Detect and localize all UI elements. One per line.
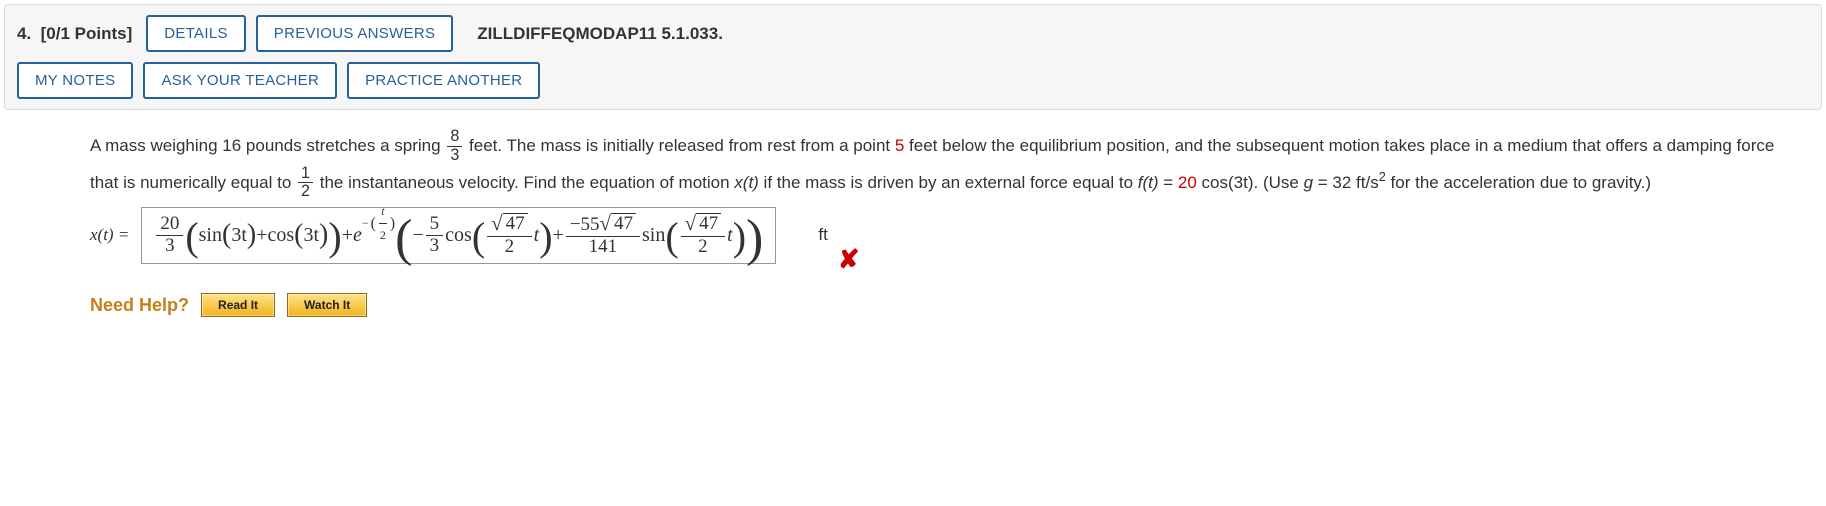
source-reference: ZILLDIFFEQMODAP11 5.1.033. [477,24,723,44]
fraction-1-2: 1 2 [298,165,313,202]
previous-answers-button[interactable]: PREVIOUS ANSWERS [256,15,454,52]
details-button[interactable]: DETAILS [146,15,246,52]
question-number: 4. [0/1 Points] [17,24,132,44]
answer-input[interactable]: 20 3 ( sin(3t) + cos(3t) ) + e − ( t 2 ) [141,207,776,264]
answer-unit: ft [818,219,827,251]
question-header: 4. [0/1 Points] DETAILS PREVIOUS ANSWERS… [4,4,1822,110]
wrong-icon: ✘ [838,235,860,284]
given-force-coef: 20 [1178,172,1197,191]
given-point-value: 5 [895,136,904,155]
exponent: − ( t 2 ) [362,200,395,247]
fraction-8-3: 8 3 [447,128,462,165]
need-help-label: Need Help? [90,288,189,322]
my-notes-button[interactable]: MY NOTES [17,62,133,99]
practice-another-button[interactable]: PRACTICE ANOTHER [347,62,540,99]
question-body: A mass weighing 16 pounds stretches a sp… [0,114,1826,342]
help-row: Need Help? Read It Watch It [90,288,1786,322]
problem-text: A mass weighing 16 pounds stretches a sp… [90,128,1786,201]
read-it-button[interactable]: Read It [201,293,275,317]
ask-teacher-button[interactable]: ASK YOUR TEACHER [143,62,337,99]
watch-it-button[interactable]: Watch It [287,293,367,317]
answer-lhs: x(t) = [90,219,129,251]
